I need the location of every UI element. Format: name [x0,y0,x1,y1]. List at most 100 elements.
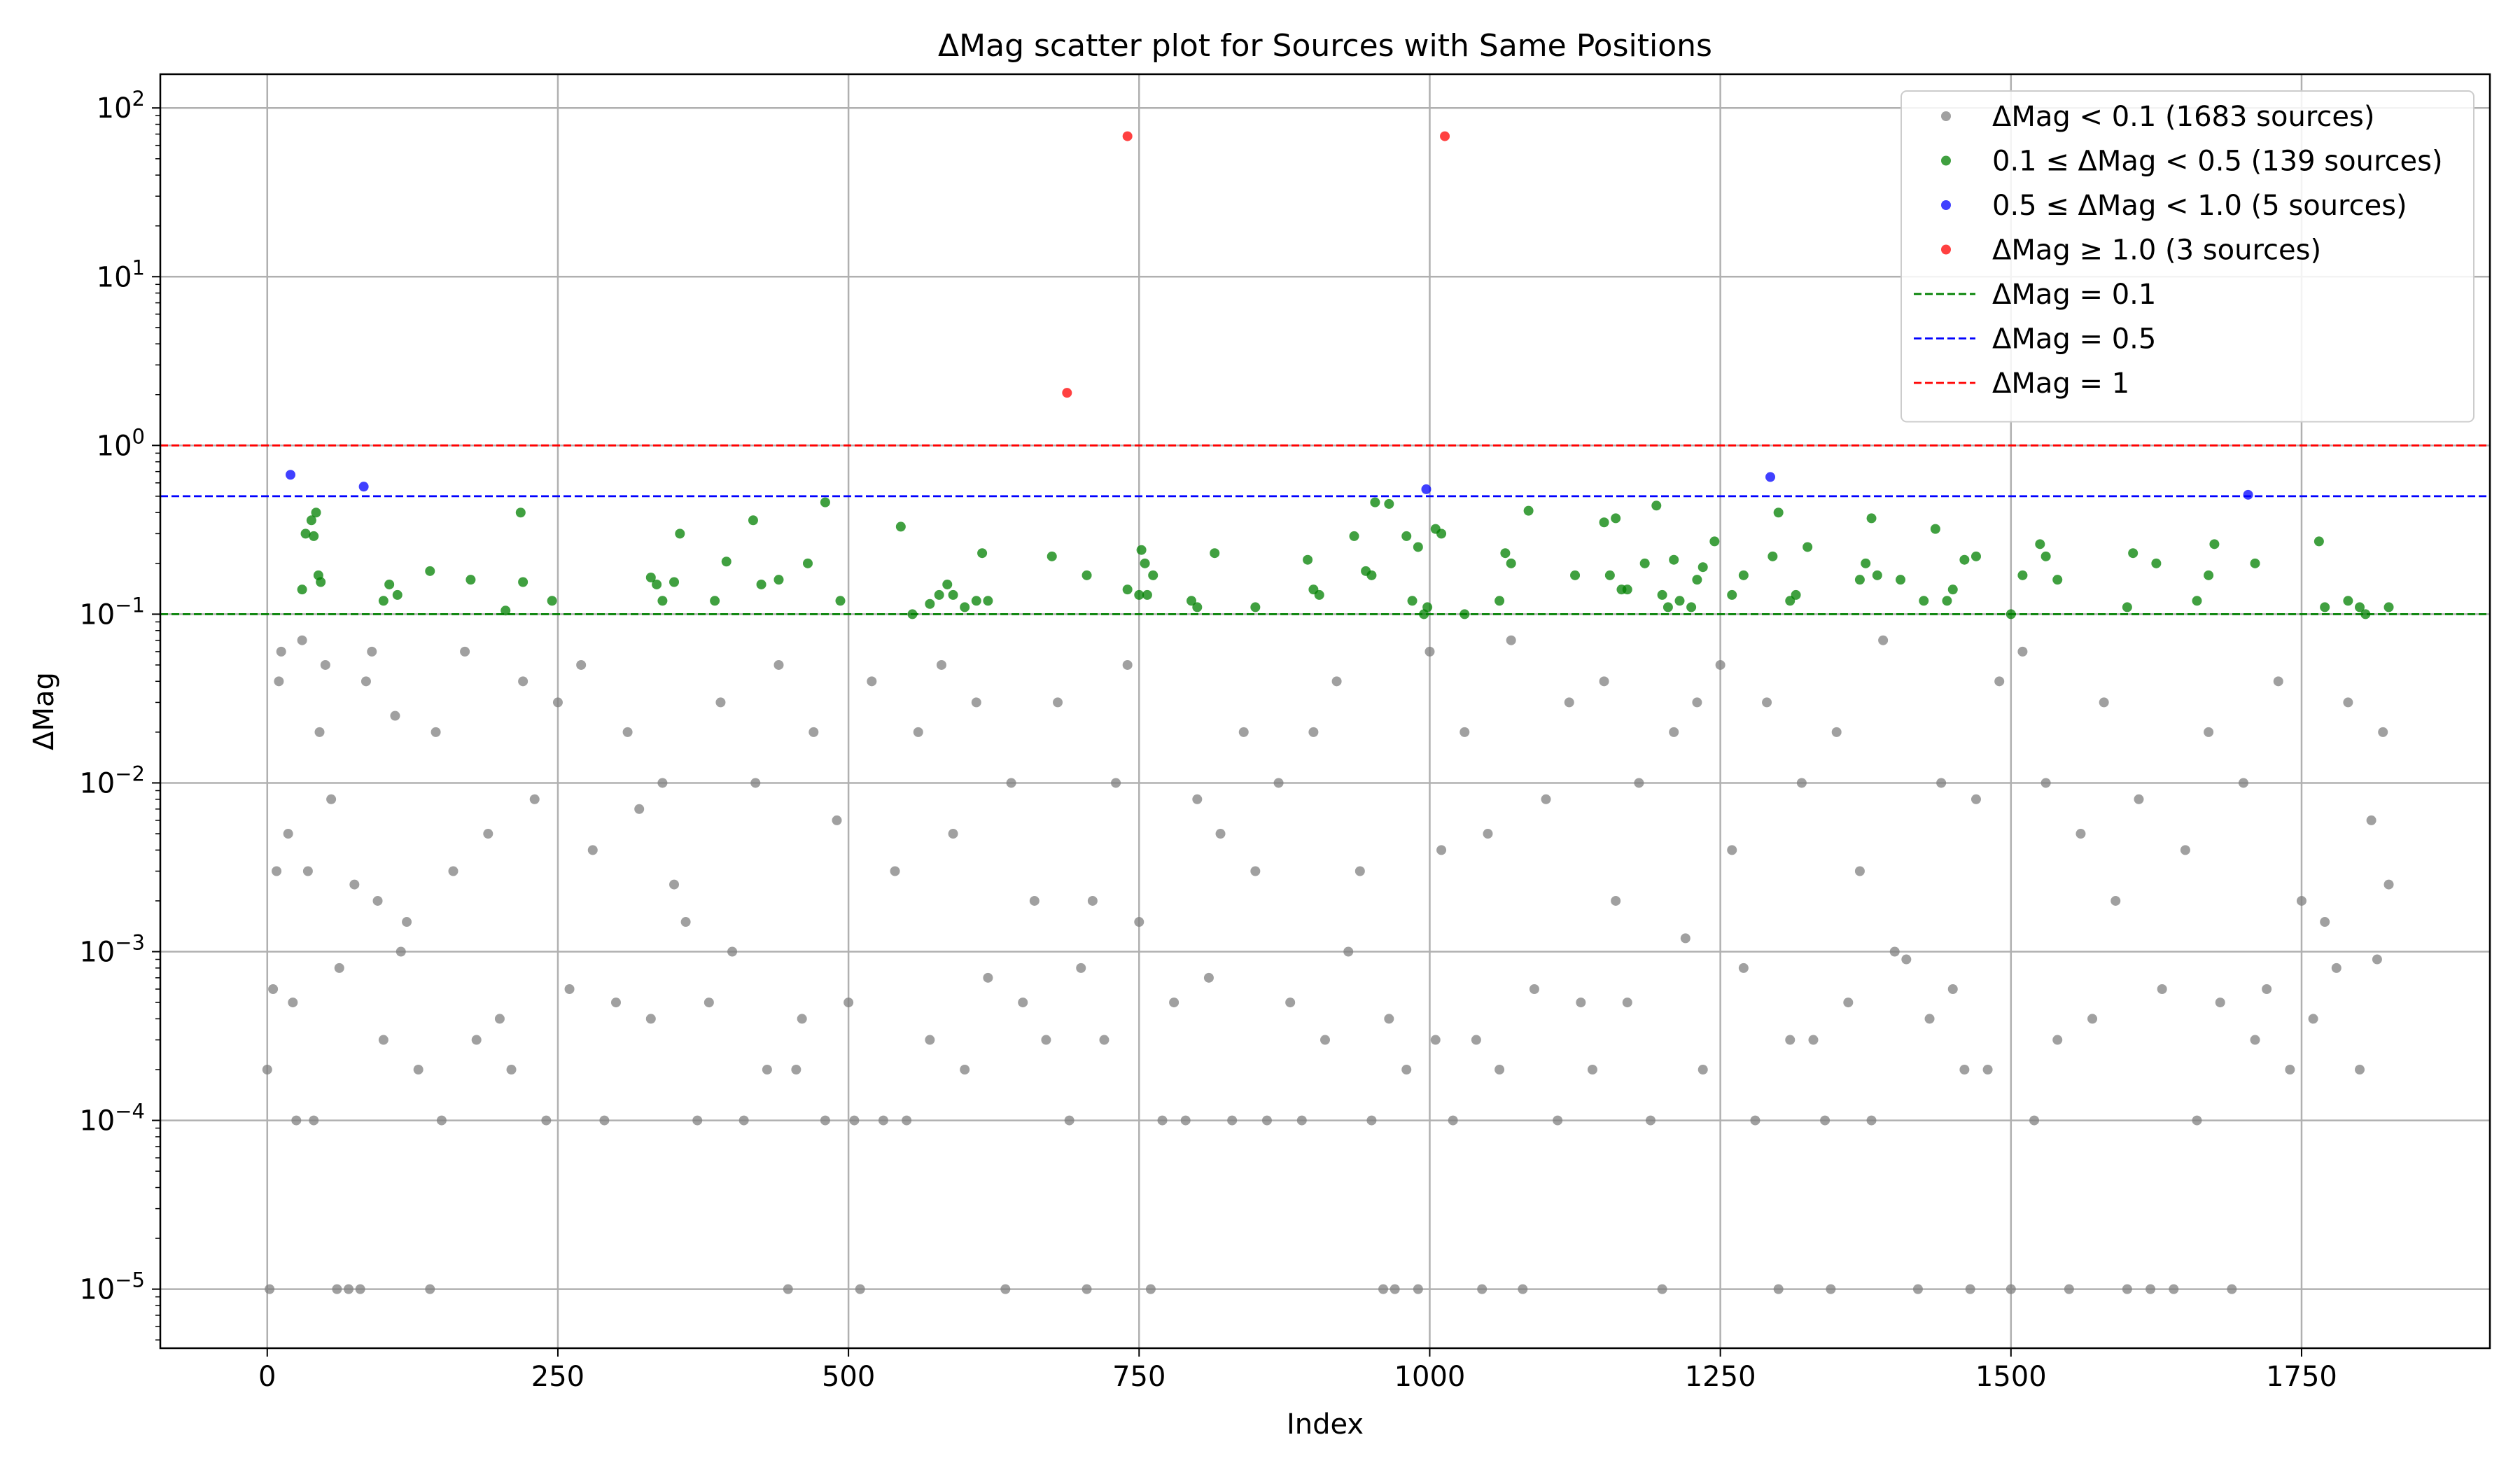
data-point [704,997,714,1008]
x-tick-label: 1500 [1975,1361,2047,1393]
data-point [855,1284,865,1294]
data-point [1134,589,1144,600]
data-point [2285,1065,2295,1075]
data-point [1401,531,1412,541]
data-point [2192,1115,2202,1126]
data-point [576,659,587,670]
data-point [268,983,279,994]
data-point [2134,794,2144,804]
data-point [2296,895,2306,906]
data-point [1111,778,1121,788]
data-point [314,727,325,737]
data-point [1518,1284,1528,1294]
data-point [1831,727,1842,737]
data-point [320,659,330,670]
data-point [1273,778,1284,788]
data-point [934,589,944,600]
data-point [1192,602,1203,612]
data-point [309,1115,319,1126]
data-point [518,577,528,587]
data-point [797,1014,807,1024]
legend-label: 0.5 ≤ ΔMag < 1.0 (5 sources) [1992,190,2407,222]
data-point [895,522,906,532]
data-point [1401,1065,1412,1075]
data-point [384,579,395,589]
data-point [960,602,970,612]
data-point [1669,554,1679,565]
data-point [925,1035,935,1045]
data-point [1041,1035,1051,1045]
data-point [1896,575,1906,585]
data-point [1354,866,1365,876]
data-point [983,972,993,983]
data-point [738,1115,749,1126]
data-point [1320,1035,1330,1045]
data-point [1314,589,1324,600]
data-point [2243,489,2253,500]
data-point [316,577,326,587]
legend-marker [1941,111,1951,121]
data-point [265,1284,275,1294]
data-point [756,579,766,589]
data-point [392,589,402,600]
data-point [1611,513,1621,524]
data-point [948,589,958,600]
y-tick-label: 10−5 [79,1268,145,1306]
data-point [1134,917,1144,927]
data-point [1947,584,1958,595]
data-point [471,1035,482,1045]
data-point [358,482,369,492]
data-point [977,548,988,559]
plot-frame [159,73,2491,1350]
data-point [1808,1035,1819,1045]
data-point [564,983,575,994]
data-point [1709,536,1720,547]
data-point [1639,558,1650,568]
data-points [262,131,2394,1294]
data-point [1773,507,1784,518]
data-point [2360,609,2371,620]
data-point [2099,697,2109,708]
data-point [1686,602,1697,612]
data-point [2355,1065,2365,1075]
data-point [2017,570,2028,580]
data-point [1471,1035,1481,1045]
data-point [1826,1284,1836,1294]
data-point [645,1014,656,1024]
data-point [1599,517,1609,528]
data-point [1529,983,1539,994]
data-point [1506,635,1516,645]
data-point [285,470,295,480]
data-point [2052,1035,2063,1045]
data-point [1622,584,1632,595]
data-point [2040,551,2051,561]
data-point [622,727,633,737]
data-point [832,815,842,825]
data-point [2343,596,2353,606]
data-point [1611,895,1621,906]
data-point [791,1065,802,1075]
data-point [1942,596,1952,606]
x-axis-label: Index [1287,1408,1364,1441]
x-tick-label: 500 [822,1361,875,1393]
data-point [1820,1115,1830,1126]
data-point [1930,524,1940,534]
data-point [1494,1065,1505,1075]
x-tick-label: 750 [1112,1361,1166,1393]
data-point [309,531,319,541]
data-point [1148,570,1158,580]
x-tick-label: 0 [258,1361,276,1393]
data-point [1947,983,1958,994]
data-point [547,596,557,606]
data-point [669,577,680,587]
x-tick-label: 1000 [1394,1361,1466,1393]
data-point [1384,498,1394,509]
data-point [748,515,758,526]
data-point [390,710,400,721]
data-point [2372,954,2382,965]
data-point [494,1014,505,1024]
data-point [1440,131,1450,141]
data-point [1727,845,1737,855]
data-point [1762,697,1772,708]
data-point [1854,575,1865,585]
